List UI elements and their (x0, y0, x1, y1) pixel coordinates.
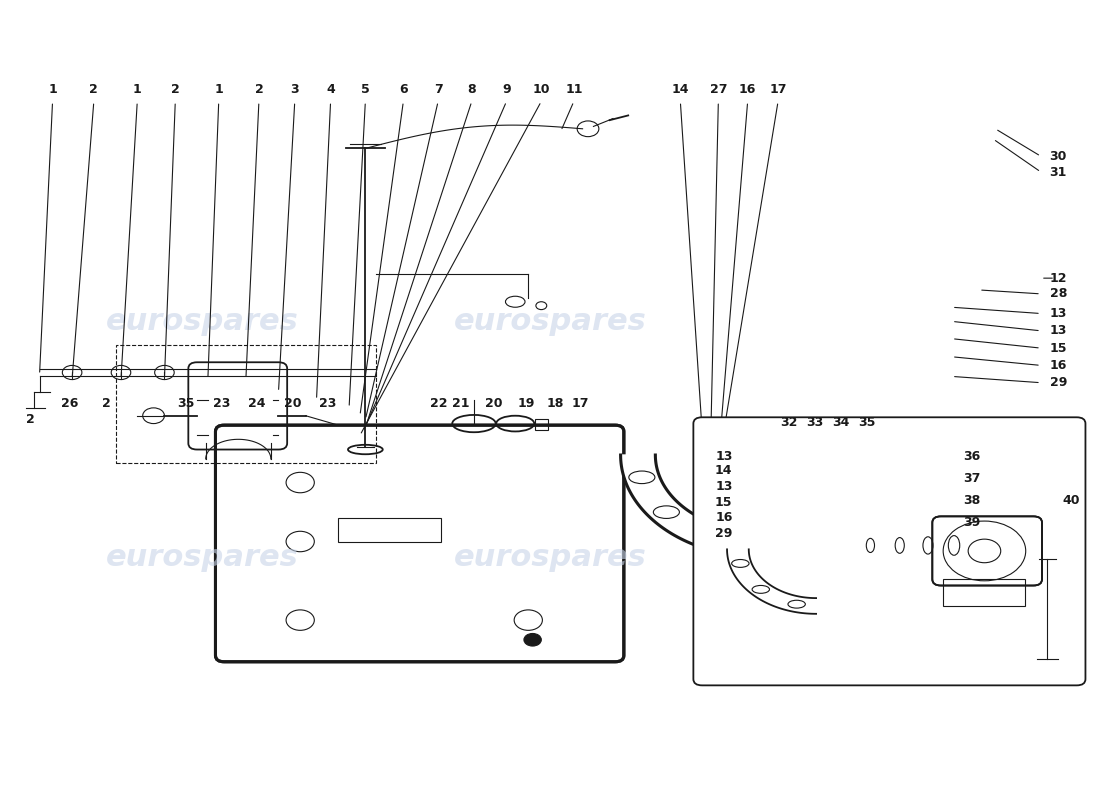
Text: 22: 22 (430, 398, 448, 410)
Text: 35: 35 (858, 415, 876, 429)
Text: eurospares: eurospares (453, 307, 647, 336)
Polygon shape (727, 550, 816, 614)
Text: 2: 2 (89, 83, 98, 96)
Text: 3: 3 (290, 83, 299, 96)
Text: 2: 2 (254, 83, 263, 96)
Bar (943, 579, 1024, 606)
Text: 12: 12 (1049, 272, 1067, 285)
Text: 16: 16 (1049, 359, 1067, 372)
Text: 15: 15 (1049, 342, 1067, 354)
Text: 5: 5 (361, 83, 370, 96)
FancyBboxPatch shape (216, 425, 624, 662)
Text: eurospares: eurospares (453, 542, 647, 572)
Text: eurospares: eurospares (106, 542, 299, 572)
Text: 7: 7 (433, 83, 442, 96)
Text: 15: 15 (715, 496, 733, 509)
Text: 20: 20 (284, 398, 301, 410)
Text: 11: 11 (565, 83, 583, 96)
Text: 35: 35 (177, 398, 195, 410)
Text: 10: 10 (532, 83, 550, 96)
Text: 34: 34 (833, 415, 850, 429)
Text: eurospares: eurospares (106, 307, 299, 336)
Text: 17: 17 (572, 398, 590, 410)
Text: 29: 29 (1049, 376, 1067, 390)
Text: 13: 13 (715, 450, 733, 463)
Text: 16: 16 (739, 83, 757, 96)
Text: 2: 2 (170, 83, 179, 96)
Text: 20: 20 (485, 398, 503, 410)
Text: 38: 38 (962, 494, 980, 507)
Text: 13: 13 (715, 480, 733, 493)
FancyBboxPatch shape (933, 516, 1042, 586)
Text: 37: 37 (962, 472, 980, 485)
Text: 26: 26 (62, 398, 78, 410)
Text: 24: 24 (248, 398, 265, 410)
Circle shape (524, 634, 541, 646)
Bar (535, 419, 548, 430)
Text: 1: 1 (133, 83, 142, 96)
Text: 39: 39 (962, 516, 980, 529)
Text: 23: 23 (319, 398, 336, 410)
Text: 14: 14 (715, 464, 733, 478)
Text: 18: 18 (547, 398, 564, 410)
Text: 14: 14 (672, 83, 689, 96)
Text: 8: 8 (468, 83, 476, 96)
Text: 21: 21 (452, 398, 470, 410)
Text: 31: 31 (1049, 166, 1067, 178)
Text: 13: 13 (1049, 324, 1067, 338)
Text: 2: 2 (26, 413, 35, 426)
Text: 16: 16 (715, 511, 733, 525)
Text: 2: 2 (102, 398, 111, 410)
Text: 36: 36 (962, 450, 980, 463)
Text: 27: 27 (710, 83, 727, 96)
Text: 28: 28 (1049, 287, 1067, 300)
FancyBboxPatch shape (693, 418, 1086, 686)
Text: 33: 33 (806, 415, 824, 429)
Text: 23: 23 (213, 398, 231, 410)
Text: 30: 30 (1049, 150, 1067, 163)
Text: 40: 40 (1063, 494, 1080, 507)
Text: 4: 4 (327, 83, 336, 96)
Text: 29: 29 (715, 527, 733, 540)
Text: 1: 1 (214, 83, 223, 96)
Text: 9: 9 (503, 83, 510, 96)
Polygon shape (620, 455, 762, 558)
Text: 32: 32 (780, 415, 798, 429)
Text: 17: 17 (769, 83, 786, 96)
Text: 6: 6 (399, 83, 408, 96)
Text: 19: 19 (517, 398, 535, 410)
Text: 13: 13 (1049, 307, 1067, 320)
Text: 1: 1 (48, 83, 57, 96)
